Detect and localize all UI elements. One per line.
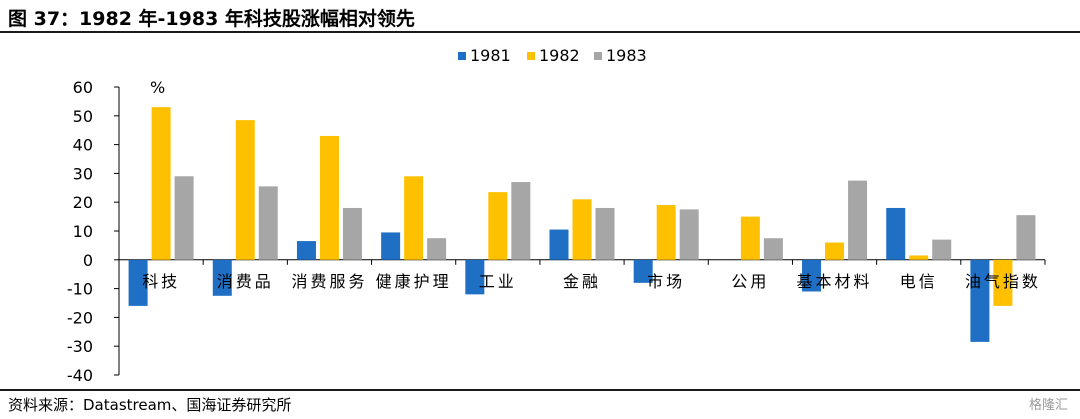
- bar-1983-9: [932, 239, 952, 260]
- y-tick-label: -30: [67, 337, 93, 356]
- category-label: 消费服务: [291, 272, 367, 291]
- bar-1982-10: [993, 259, 1013, 306]
- figure-title: 图 37：1982 年-1983 年科技股涨幅相对领先: [8, 8, 415, 30]
- y-tick-label: 50: [73, 107, 93, 126]
- bar-1981-8: [802, 259, 822, 292]
- y-tick-label: 30: [73, 164, 93, 183]
- y-tick-label: -20: [67, 308, 93, 327]
- bar-1981-0: [128, 259, 148, 306]
- bar-1981-5: [549, 229, 569, 260]
- category-label: 健康护理: [376, 272, 452, 291]
- category-label: 电信: [900, 272, 938, 291]
- bar-1981-10: [970, 259, 990, 342]
- category-label: 市场: [647, 272, 685, 291]
- bar-1982-0: [151, 107, 171, 260]
- bar-1982-8: [825, 242, 845, 260]
- legend-label: 1983: [606, 46, 647, 65]
- bar-1982-6: [656, 205, 676, 260]
- bar-1983-2: [342, 207, 362, 260]
- category-label: 金融: [563, 272, 601, 291]
- bars: [128, 107, 1036, 342]
- bar-1983-6: [679, 209, 699, 260]
- bar-1982-4: [488, 192, 508, 260]
- category-label: 消费品: [217, 272, 274, 291]
- bottom-rule: [0, 389, 1080, 391]
- category-labels: 科技 消费品 消费服务 健康护理 工业 金融 市场 公用 基本材料 电信 油气指数: [142, 259, 1046, 291]
- bar-1981-2: [296, 241, 316, 260]
- legend-label: 1981: [470, 46, 511, 65]
- legend-label: 1982: [539, 46, 580, 65]
- y-tick-label: 0: [83, 251, 93, 270]
- watermark-logo: 格隆汇: [1028, 398, 1068, 413]
- bar-1983-4: [511, 182, 531, 260]
- y-tick-label: -10: [67, 280, 93, 299]
- legend-swatch: [594, 52, 602, 60]
- bar-chart: 1981 1982 1983 6050403020100-10-20-30-40% …: [67, 46, 1046, 385]
- category-label: 公用: [731, 272, 769, 291]
- y-tick-label: 20: [73, 193, 93, 212]
- bar-1981-6: [633, 259, 653, 283]
- bar-1981-4: [465, 259, 485, 295]
- category-label: 油气指数: [965, 272, 1041, 291]
- bar-1983-8: [848, 180, 868, 260]
- bar-1983-7: [763, 238, 783, 260]
- bar-1981-9: [886, 207, 906, 260]
- bar-1981-1: [212, 259, 232, 296]
- bar-1982-3: [404, 176, 424, 260]
- bar-1982-9: [909, 255, 929, 260]
- bar-1983-5: [595, 207, 615, 260]
- bar-1983-0: [174, 176, 194, 260]
- category-label: 科技: [142, 272, 180, 291]
- category-label: 基本材料: [797, 272, 873, 291]
- y-axis: 60 50 40 30 20 10 0 -10 -20 -30 -40%: [67, 78, 1045, 385]
- y-tick-label: 10: [73, 222, 93, 241]
- legend: 1981 1982 1983: [458, 46, 647, 65]
- bar-1982-5: [572, 199, 592, 260]
- bar-1982-7: [740, 216, 760, 260]
- top-rule: [0, 31, 1080, 33]
- category-label: 工业: [479, 272, 517, 291]
- legend-swatch: [527, 52, 535, 60]
- bar-1982-1: [235, 120, 255, 260]
- y-tick-label: 40: [73, 136, 93, 155]
- bar-1983-3: [427, 238, 447, 260]
- source-note: 资料来源：Datastream、国海证券研究所: [8, 396, 292, 414]
- y-tick-label: -40: [67, 366, 93, 385]
- bar-1981-3: [381, 232, 401, 260]
- bar-1983-1: [258, 186, 278, 260]
- bar-1982-2: [319, 135, 339, 260]
- y-unit-label: %: [150, 78, 165, 97]
- bar-1983-10: [1016, 215, 1036, 260]
- legend-swatch: [458, 52, 466, 60]
- y-tick-label: 60: [73, 78, 93, 97]
